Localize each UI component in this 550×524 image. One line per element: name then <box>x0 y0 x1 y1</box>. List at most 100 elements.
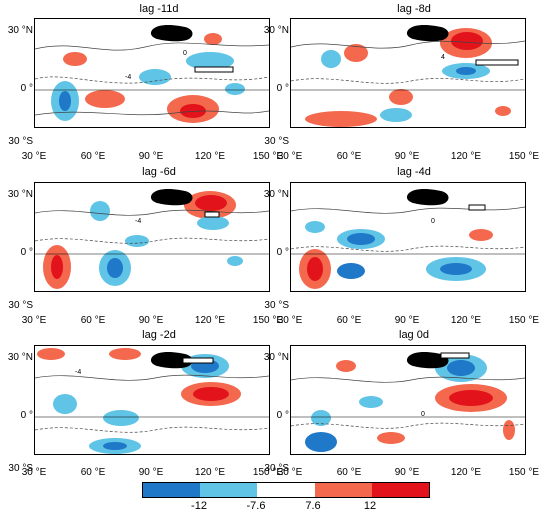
contour-line <box>291 376 525 383</box>
x-label-60e: 60 °E <box>336 467 362 478</box>
x-label-90e: 90 °E <box>394 467 420 478</box>
map-panel-graphic: -4 <box>35 348 269 454</box>
wind-arrow <box>204 211 220 218</box>
x-label-150e: 150 °E <box>252 151 284 162</box>
tibetan-plateau <box>406 352 449 369</box>
anomaly-pos <box>195 195 227 211</box>
panel-title-2: lag -8d <box>397 3 431 15</box>
anomaly-pos <box>336 360 356 372</box>
map-panel-graphic: -4 0 <box>35 25 269 123</box>
contour-line <box>291 245 525 252</box>
map-panel-lag-2d: -4 <box>34 345 270 455</box>
x-label-150e: 150 °E <box>508 315 540 326</box>
anomaly-neg <box>125 235 149 247</box>
panel-title-4: lag -4d <box>397 166 431 178</box>
anomaly-pos <box>451 32 483 50</box>
anomaly-neg <box>311 410 331 426</box>
map-panel-lag-8d: 4 <box>290 18 526 128</box>
tibetan-plateau <box>406 189 449 206</box>
x-label-30e: 30 °E <box>277 151 303 162</box>
map-panel-graphic: 4 <box>291 25 525 127</box>
x-label-60e: 60 °E <box>80 315 106 326</box>
anomaly-neg <box>359 396 383 408</box>
anomaly-pos <box>51 255 63 279</box>
anomaly-neg <box>337 263 365 279</box>
colorbar-label: -7.6 <box>246 500 266 512</box>
x-label-30e: 30 °E <box>21 467 47 478</box>
anomaly-neg <box>447 360 475 376</box>
map-panel-lag-0d: 0 <box>290 345 526 455</box>
y-label-30n: 30 °N <box>7 25 33 36</box>
contour-label: 4 <box>441 54 445 61</box>
x-label-60e: 60 °E <box>336 315 362 326</box>
y-label-0: 0 ° <box>20 410 33 421</box>
y-label-0: 0 ° <box>276 247 289 258</box>
contour-label: 0 <box>431 218 435 225</box>
wind-arrow <box>440 352 470 359</box>
x-label-90e: 90 °E <box>138 467 164 478</box>
contour-line <box>35 42 269 51</box>
wind-arrow <box>194 66 234 73</box>
anomaly-pos <box>377 432 405 444</box>
x-label-120e: 120 °E <box>194 151 226 162</box>
anomaly-neg <box>305 221 325 233</box>
y-label-30s: 30 °S <box>8 136 33 147</box>
y-label-30n: 30 °N <box>7 352 33 363</box>
anomaly-neg <box>186 52 234 70</box>
map-panel-lag-6d: -4 <box>34 182 270 292</box>
map-panel-lag-4d: 0 <box>290 182 526 292</box>
anomaly-neg <box>347 233 375 245</box>
anomaly-neg <box>456 67 476 75</box>
x-label-150e: 150 °E <box>508 151 540 162</box>
colorbar-segment <box>371 483 430 497</box>
anomaly-neg <box>139 69 171 85</box>
contour-line <box>291 40 525 49</box>
contour-label: -4 <box>125 74 131 81</box>
anomaly-neg <box>227 256 243 266</box>
colorbar-segment <box>143 483 201 497</box>
colorbar-label: 7.6 <box>305 500 321 512</box>
y-label-0: 0 ° <box>20 83 33 94</box>
y-label-30s: 30 °S <box>264 136 289 147</box>
map-panel-graphic: -4 <box>35 189 269 289</box>
contour-line <box>291 78 525 84</box>
anomaly-pos <box>204 33 222 45</box>
x-label-120e: 120 °E <box>450 467 482 478</box>
x-label-150e: 150 °E <box>252 315 284 326</box>
contour-line <box>291 422 525 429</box>
y-label-30n: 30 °N <box>263 189 289 200</box>
map-panel-graphic: 0 <box>291 352 525 452</box>
x-label-30e: 30 °E <box>21 151 47 162</box>
contour-label: 0 <box>183 50 187 57</box>
anomaly-pos <box>495 106 511 116</box>
y-label-30s: 30 °S <box>8 300 33 311</box>
anomaly-pos <box>193 387 229 401</box>
y-label-30n: 30 °N <box>7 189 33 200</box>
y-label-0: 0 ° <box>20 247 33 258</box>
anomaly-pos <box>469 229 493 241</box>
x-label-60e: 60 °E <box>80 467 106 478</box>
x-label-30e: 30 °E <box>277 467 303 478</box>
contour-label: -4 <box>75 369 81 376</box>
y-label-30s: 30 °S <box>8 463 33 474</box>
anomaly-neg <box>90 201 110 221</box>
anomaly-neg <box>225 83 245 95</box>
y-label-30n: 30 °N <box>263 25 289 36</box>
anomaly-neg <box>197 216 229 230</box>
x-label-60e: 60 °E <box>80 151 106 162</box>
x-label-30e: 30 °E <box>277 315 303 326</box>
y-label-0: 0 ° <box>276 410 289 421</box>
anomaly-neg <box>305 432 337 452</box>
anomaly-pos <box>503 420 515 440</box>
tibetan-plateau <box>150 25 193 42</box>
anomaly-pos <box>37 348 65 360</box>
x-label-90e: 90 °E <box>394 151 420 162</box>
y-label-30n: 30 °N <box>263 352 289 363</box>
contour-line <box>35 374 269 381</box>
colorbar-label: 12 <box>363 500 377 512</box>
x-label-90e: 90 °E <box>138 151 164 162</box>
contour-line <box>291 206 525 214</box>
x-label-90e: 90 °E <box>138 315 164 326</box>
contour-line <box>35 426 269 433</box>
anomaly-pos <box>449 390 493 406</box>
